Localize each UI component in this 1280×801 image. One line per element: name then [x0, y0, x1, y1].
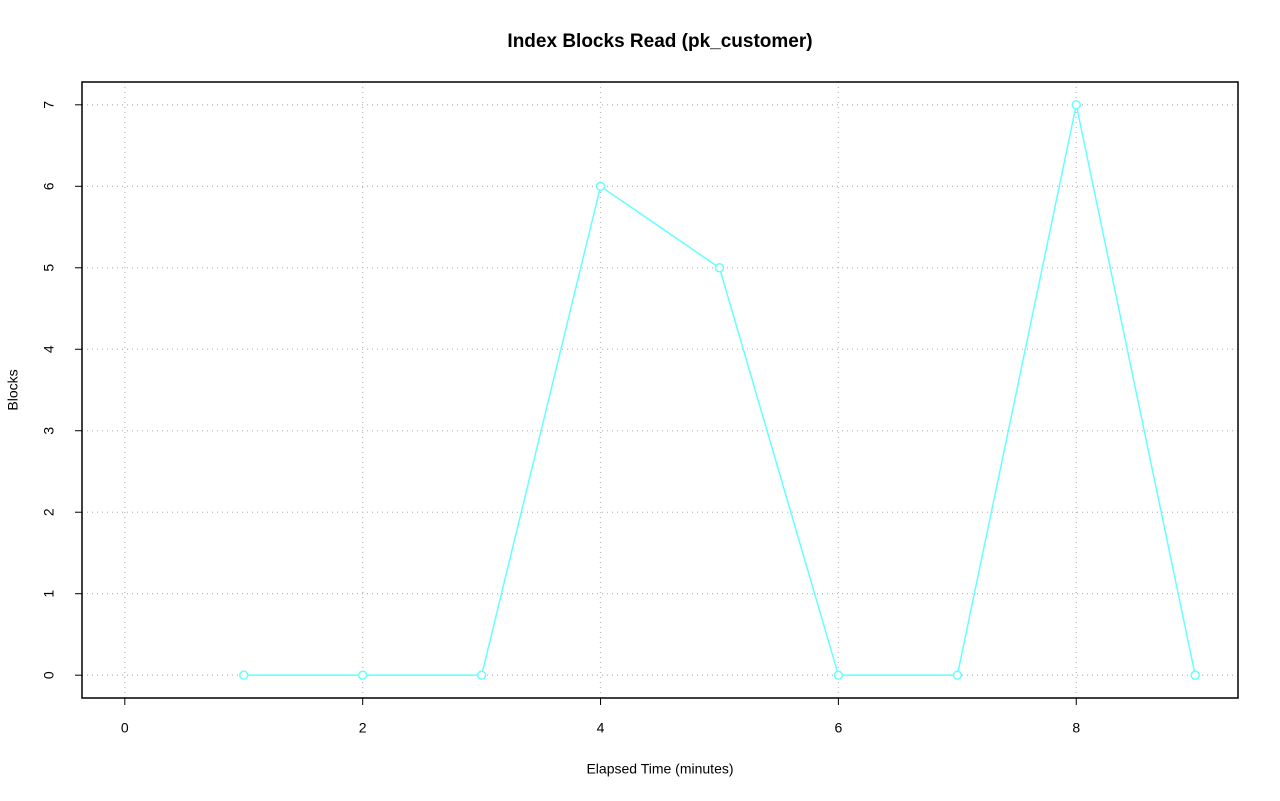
x-tick-label: 0	[121, 720, 129, 736]
y-tick-label: 0	[41, 671, 57, 679]
x-tick-label: 6	[834, 720, 842, 736]
chart-title: Index Blocks Read (pk_customer)	[507, 31, 812, 52]
y-tick-label: 7	[41, 101, 57, 109]
y-tick-label: 5	[41, 264, 57, 272]
data-point	[1190, 670, 1200, 680]
data-point	[476, 670, 487, 680]
line-series	[243, 104, 1196, 676]
y-tick-label: 1	[41, 590, 57, 598]
data-point	[714, 263, 725, 273]
y-tick-label: 3	[41, 427, 57, 435]
data-point	[952, 670, 963, 680]
data-point	[833, 670, 844, 680]
y-tick-label: 6	[41, 182, 57, 190]
y-axis-label: Blocks	[5, 369, 21, 410]
data-point	[238, 670, 249, 680]
x-tick-label: 2	[359, 720, 367, 736]
x-tick-label: 4	[597, 720, 605, 736]
y-tick-label: 4	[41, 345, 57, 353]
y-tick-label: 2	[41, 508, 57, 516]
plot-frame	[81, 81, 1239, 699]
data-point	[1071, 100, 1082, 110]
data-point	[595, 181, 606, 192]
data-point	[357, 670, 368, 680]
x-tick-label: 8	[1072, 720, 1080, 736]
x-axis-label: Elapsed Time (minutes)	[586, 761, 733, 777]
